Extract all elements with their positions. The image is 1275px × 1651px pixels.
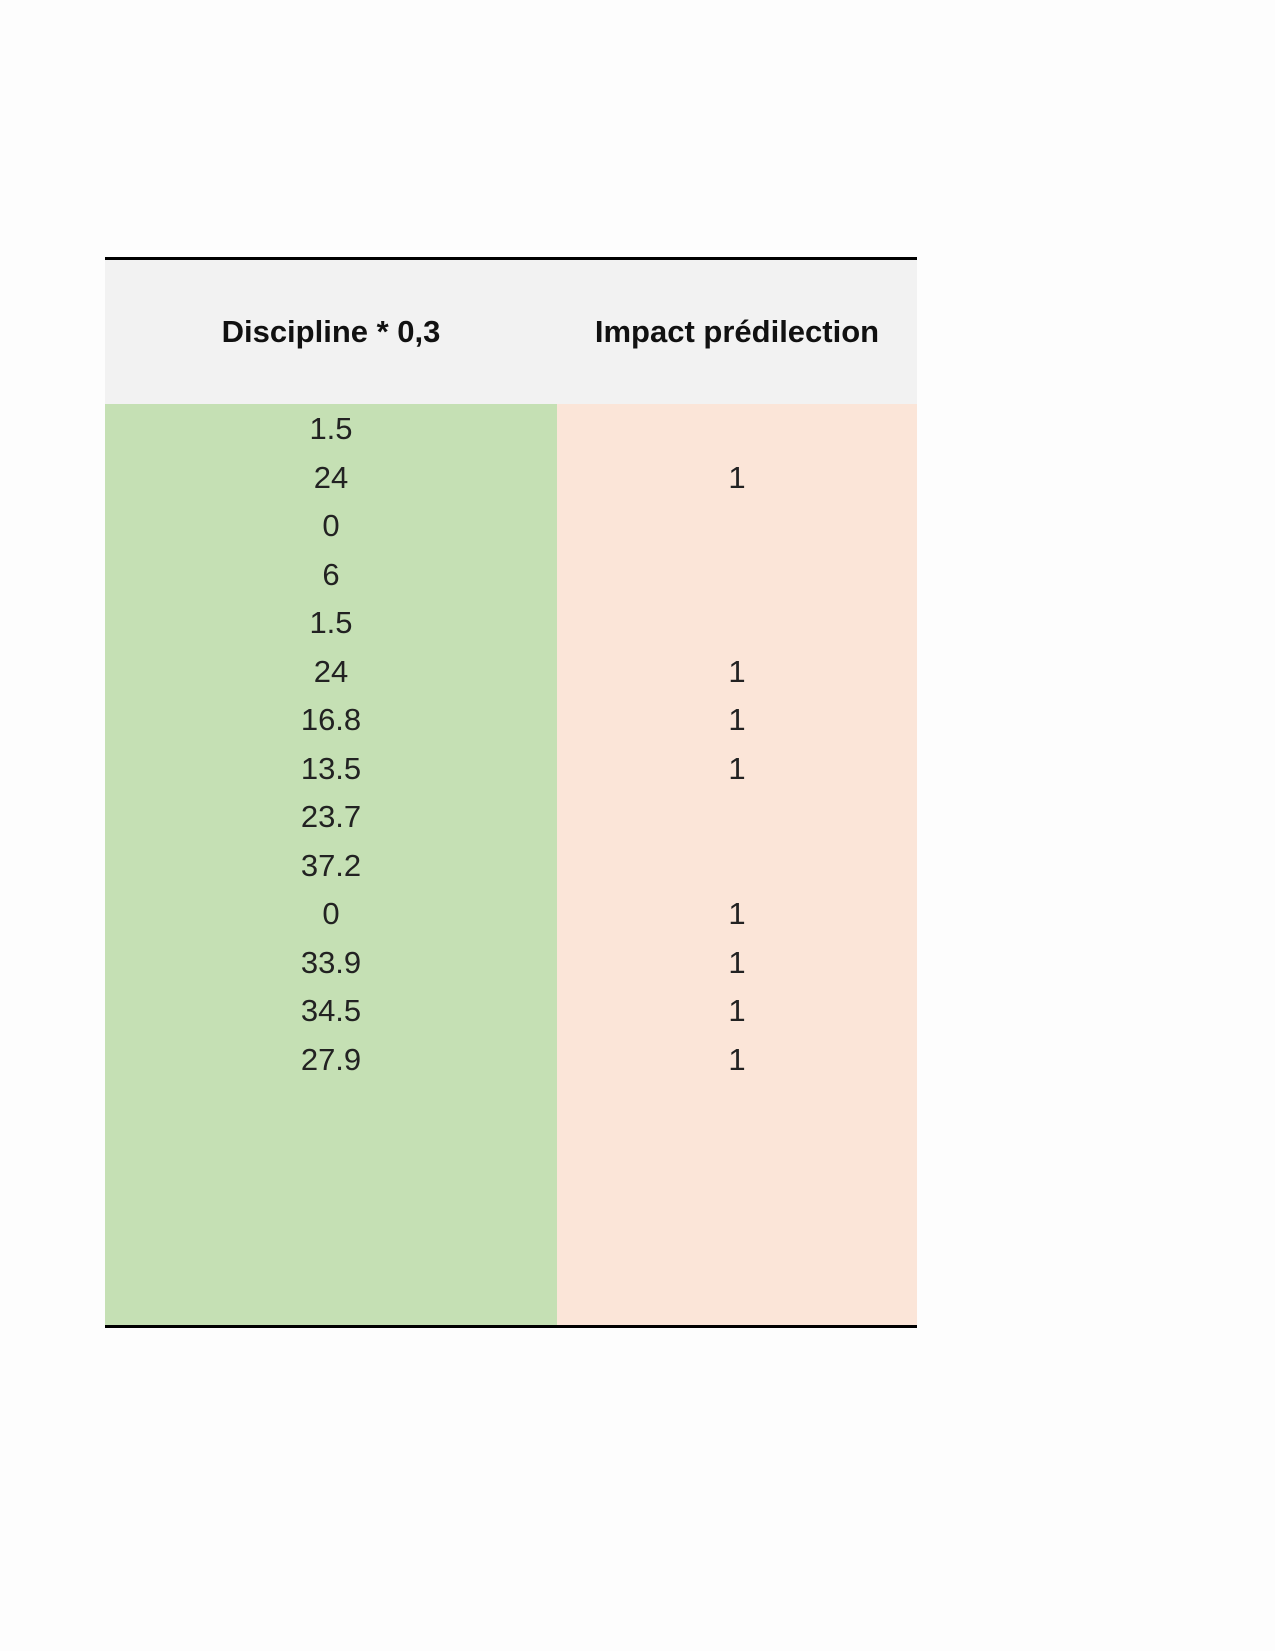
table-cell: 1 [728, 1041, 746, 1077]
table-cell: 1 [728, 993, 746, 1028]
table-cell: 0 [322, 508, 340, 543]
table-cell: 1 [728, 896, 746, 931]
table-cell: 1 [728, 944, 746, 980]
table-cell: 6 [322, 556, 340, 592]
table-cell: 1 [728, 750, 746, 786]
table-cell: 37.2 [300, 847, 362, 883]
table-cell: 23.7 [300, 799, 362, 834]
table-cell: 1.5 [309, 605, 353, 640]
table-cell: 1 [728, 702, 746, 737]
table-cell: 34.5 [300, 993, 362, 1028]
table-cell: 24 [313, 459, 349, 495]
table-cell: 27.9 [300, 1041, 362, 1077]
table-cell: 1.5 [309, 411, 353, 446]
top-rule [105, 257, 917, 260]
table-cell: 24 [313, 653, 349, 689]
bottom-rule [105, 1325, 917, 1328]
column-fill [557, 404, 917, 1326]
table-cell: 0 [322, 896, 340, 931]
header-cell: Impact prédilection [557, 260, 917, 404]
table-cell: 1 [728, 653, 746, 689]
header-cell: Discipline * 0,3 [105, 260, 557, 404]
column-fill [105, 404, 557, 1326]
table-cell: 1 [728, 459, 746, 495]
table-cell: 13.5 [300, 750, 362, 786]
table-cell: 33.9 [300, 944, 362, 980]
table-cell: 16.8 [300, 702, 362, 737]
